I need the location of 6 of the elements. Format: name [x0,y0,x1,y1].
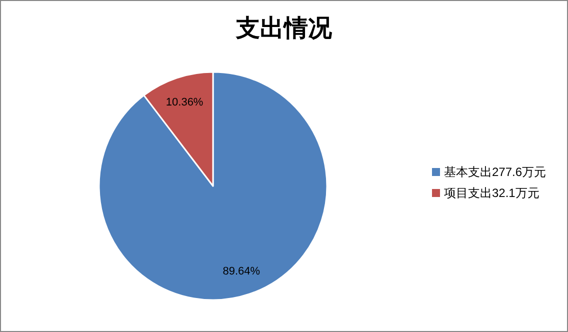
chart-title: 支出情况 [235,15,333,42]
legend-label: 基本支出277.6万元 [444,165,546,179]
pie-slice [98,71,328,301]
data-label: 89.64% [222,265,260,278]
data-label: 10.36% [166,96,204,109]
legend-label: 项目支出32.1万元 [444,186,540,200]
